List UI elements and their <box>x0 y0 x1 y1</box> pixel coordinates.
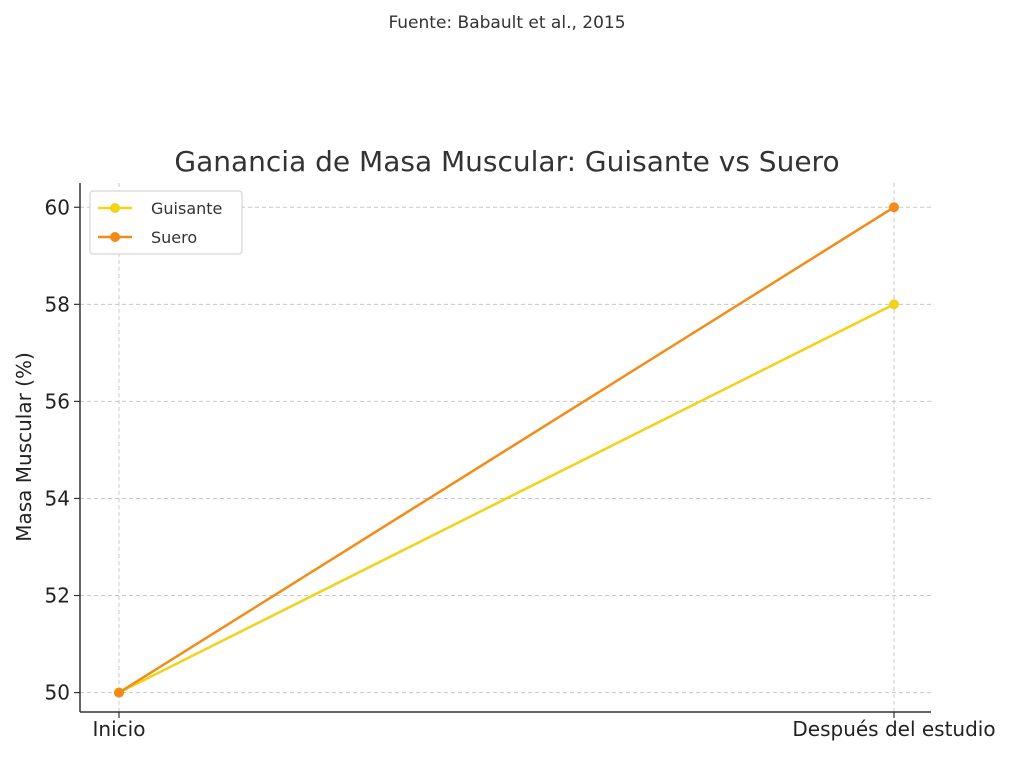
y-tick-label: 56 <box>45 389 70 413</box>
legend: Guisante Suero <box>89 190 243 255</box>
series-line-guisante <box>118 303 895 694</box>
y-tick-label: 50 <box>45 681 70 705</box>
x-tick-label: Inicio <box>93 717 146 741</box>
data-point-guisante-1 <box>889 299 899 310</box>
legend-marker-suero <box>110 232 120 242</box>
chart-title: Ganancia de Masa Muscular: Guisante vs S… <box>174 145 839 178</box>
series-line-suero <box>118 206 895 694</box>
y-tick-label: 60 <box>45 195 70 219</box>
series-layer <box>114 202 899 698</box>
chart-source: Fuente: Babault et al., 2015 <box>388 13 625 33</box>
y-tick-label: 52 <box>45 584 70 608</box>
data-point-suero-0 <box>114 687 124 698</box>
y-tick-label: 58 <box>45 292 70 316</box>
data-point-suero-1 <box>889 202 899 213</box>
legend-label-suero: Suero <box>151 228 197 247</box>
legend-label-guisante: Guisante <box>151 199 222 218</box>
legend-marker-guisante <box>110 203 120 213</box>
x-tick-label: Después del estudio <box>792 717 995 741</box>
y-axis-label: Masa Muscular (%) <box>12 352 36 542</box>
axes: 50 52 54 56 58 60 Inicio Después del estudio <box>45 183 996 741</box>
grid-lines <box>80 183 931 712</box>
y-tick-label: 54 <box>45 486 70 510</box>
